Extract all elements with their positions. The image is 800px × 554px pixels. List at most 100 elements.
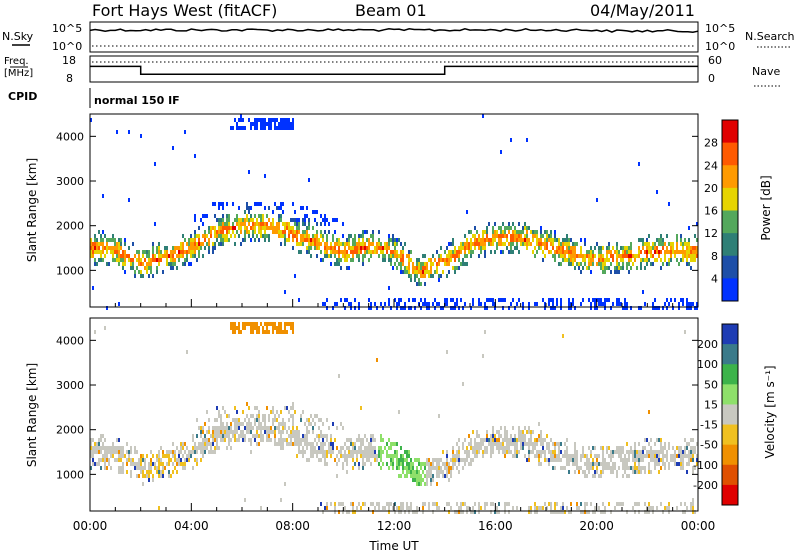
power-cell <box>662 306 664 310</box>
power-cell <box>102 250 104 254</box>
power-cell <box>252 226 254 230</box>
power-cell <box>622 266 624 270</box>
velocity-cell <box>104 458 106 462</box>
velocity-cell <box>250 322 252 326</box>
power-cell <box>400 270 402 274</box>
power-cell <box>656 250 658 254</box>
power-cell <box>508 222 510 226</box>
velocity-cell <box>112 454 114 458</box>
power-cell <box>292 118 294 122</box>
power-cell <box>292 202 294 206</box>
velocity-cell <box>222 406 224 410</box>
velocity-cell <box>592 458 594 462</box>
velocity-cell <box>386 462 388 466</box>
power-cell <box>292 122 294 126</box>
power-cell <box>660 266 662 270</box>
velocity-cell <box>362 450 364 454</box>
power-cell <box>276 226 278 230</box>
power-cell <box>470 246 472 250</box>
power-cell <box>124 262 126 266</box>
velocity-cell <box>236 430 238 434</box>
velocity-cell <box>356 450 358 454</box>
power-cell <box>338 250 340 254</box>
power-ylabel: Slant Range [km] <box>25 158 39 262</box>
velocity-cell <box>112 446 114 450</box>
power-cell <box>258 214 260 218</box>
power-cell <box>490 238 492 242</box>
velocity-cell <box>104 450 106 454</box>
power-cell <box>574 242 576 246</box>
power-cell <box>682 254 684 258</box>
power-cell <box>384 246 386 250</box>
velocity-cell <box>410 502 412 506</box>
velocity-cell <box>430 474 432 478</box>
velocity-cell <box>240 330 242 334</box>
power-cell <box>544 302 546 306</box>
velocity-cell <box>452 462 454 466</box>
power-cell <box>670 298 672 302</box>
power-cell <box>102 230 104 234</box>
power-cell <box>328 230 330 234</box>
velocity-cell <box>576 450 578 454</box>
velocity-cell <box>374 450 376 454</box>
velocity-cell <box>198 446 200 450</box>
power-cell <box>622 254 624 258</box>
velocity-cell <box>628 458 630 462</box>
velocity-cell <box>398 506 400 510</box>
velocity-cell <box>94 446 96 450</box>
power-cell <box>584 254 586 258</box>
velocity-cell <box>304 438 306 442</box>
velocity-cell <box>514 446 516 450</box>
velocity-cell <box>596 462 598 466</box>
velocity-cell <box>464 502 466 506</box>
power-cell <box>422 302 424 306</box>
velocity-cell <box>254 438 256 442</box>
power-cell <box>548 234 550 238</box>
velocity-cell <box>530 450 532 454</box>
power-cell <box>624 306 626 310</box>
velocity-cell <box>456 510 458 514</box>
power-cell <box>306 250 308 254</box>
velocity-cell <box>164 466 166 470</box>
power-cell <box>600 258 602 262</box>
power-cell <box>488 242 490 246</box>
power-cell <box>364 246 366 250</box>
velocity-cell <box>304 442 306 446</box>
power-cell <box>278 214 280 218</box>
velocity-cell <box>410 466 412 470</box>
velocity-cell <box>498 442 500 446</box>
velocity-cell <box>558 442 560 446</box>
velocity-cell <box>410 470 412 474</box>
velocity-cell <box>246 422 248 426</box>
velocity-cell <box>242 422 244 426</box>
power-cell <box>644 258 646 262</box>
power-cell <box>618 298 620 302</box>
velocity-cell <box>358 434 360 438</box>
power-cell <box>606 250 608 254</box>
power-cell <box>120 238 122 242</box>
velocity-cell <box>396 450 398 454</box>
power-cell <box>272 118 274 122</box>
velocity-cell <box>230 438 232 442</box>
velocity-cell <box>362 438 364 442</box>
velocity-cell <box>298 442 300 446</box>
power-cell <box>444 258 446 262</box>
velocity-cell <box>398 466 400 470</box>
power-cell <box>194 154 196 158</box>
power-cell <box>316 222 318 226</box>
power-cell <box>630 258 632 262</box>
velocity-cell <box>516 438 518 442</box>
velocity-cell <box>150 470 152 474</box>
velocity-cell <box>90 438 92 442</box>
power-cell <box>200 242 202 246</box>
velocity-cell <box>270 438 272 442</box>
power-cell <box>134 254 136 258</box>
velocity-cell <box>292 326 294 330</box>
power-cell <box>610 306 612 310</box>
velocity-cell <box>466 510 468 514</box>
velocity-cell <box>216 434 218 438</box>
power-cell <box>696 238 698 242</box>
power-cell <box>406 254 408 258</box>
power-cell <box>580 238 582 242</box>
velocity-cell <box>372 510 374 514</box>
